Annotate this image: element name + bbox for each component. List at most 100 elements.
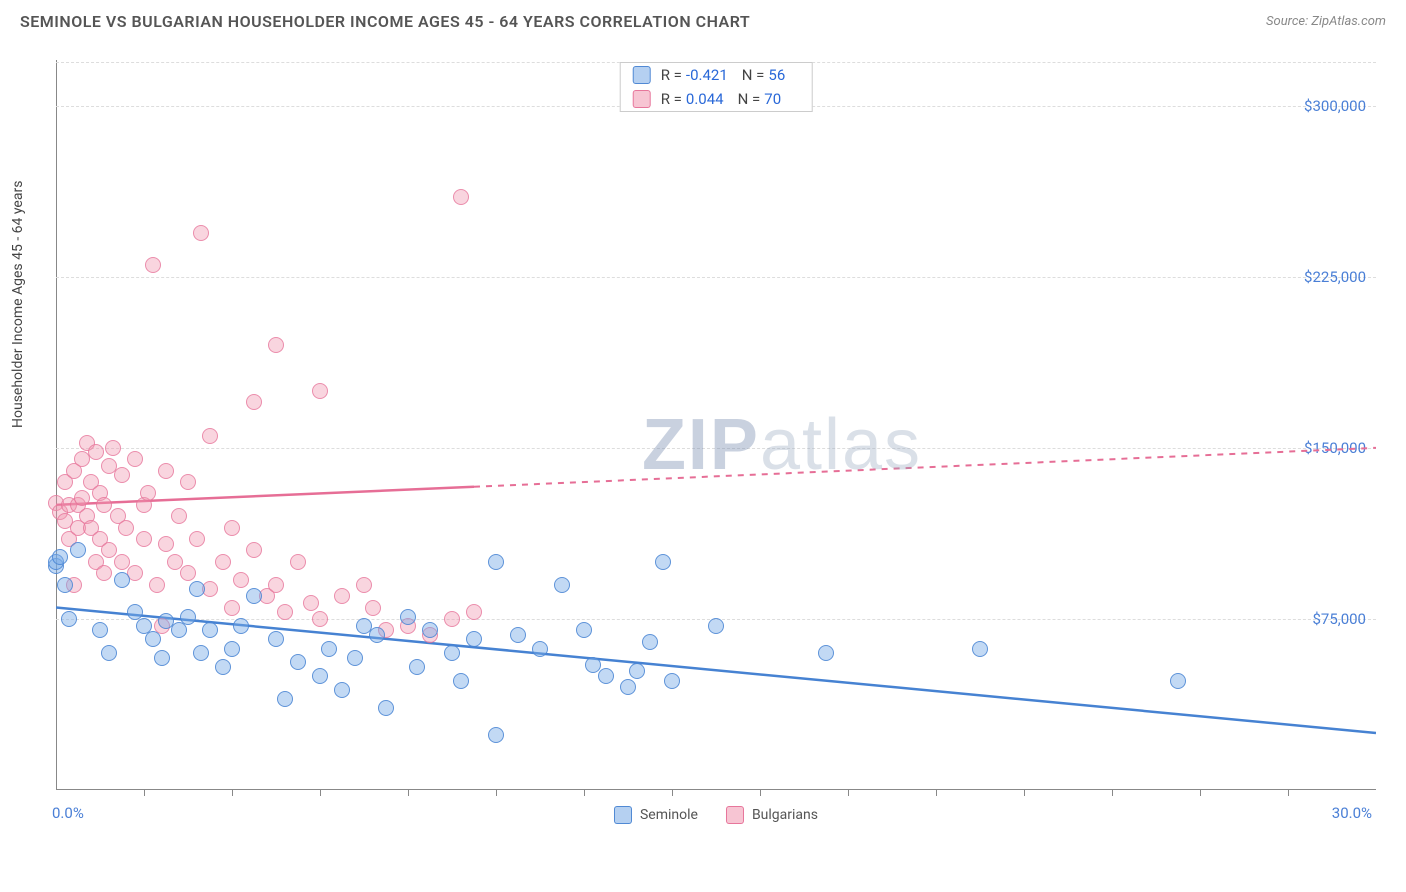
x-tick — [496, 790, 497, 796]
data-point-seminole — [224, 641, 240, 657]
data-point-bulgarians — [246, 394, 262, 410]
data-point-seminole — [488, 727, 504, 743]
data-point-bulgarians — [334, 588, 350, 604]
data-point-seminole — [629, 663, 645, 679]
x-tick — [672, 790, 673, 796]
data-point-seminole — [70, 542, 86, 558]
data-point-bulgarians — [193, 225, 209, 241]
chart-title: SEMINOLE VS BULGARIAN HOUSEHOLDER INCOME… — [20, 12, 750, 31]
data-point-seminole — [1170, 673, 1186, 689]
data-point-seminole — [369, 627, 385, 643]
y-axis-label: Householder Income Ages 45 - 64 years — [10, 181, 26, 428]
data-point-bulgarians — [158, 463, 174, 479]
data-point-seminole — [145, 631, 161, 647]
data-point-seminole — [708, 618, 724, 634]
data-point-seminole — [57, 577, 73, 593]
data-point-bulgarians — [202, 428, 218, 444]
gridline — [56, 448, 1376, 449]
data-point-seminole — [312, 668, 328, 684]
swatch-pink-icon — [633, 90, 651, 108]
data-point-seminole — [532, 641, 548, 657]
data-point-bulgarians — [268, 577, 284, 593]
x-tick — [1200, 790, 1201, 796]
data-point-seminole — [642, 634, 658, 650]
x-max-label: 30.0% — [1332, 804, 1372, 822]
y-tick-label: $150,000 — [1304, 439, 1366, 457]
data-point-seminole — [378, 700, 394, 716]
data-point-bulgarians — [312, 611, 328, 627]
data-point-bulgarians — [215, 554, 231, 570]
data-point-bulgarians — [114, 554, 130, 570]
legend-row-bulgarians: R =0.044N =70 — [621, 87, 812, 111]
data-point-seminole — [101, 645, 117, 661]
data-point-seminole — [202, 622, 218, 638]
data-point-seminole — [620, 679, 636, 695]
y-tick-label: $75,000 — [1312, 610, 1366, 628]
source-label: Source: ZipAtlas.com — [1266, 14, 1386, 29]
data-point-seminole — [400, 609, 416, 625]
data-point-seminole — [233, 618, 249, 634]
series-legend: Seminole Bulgarians — [614, 806, 818, 824]
data-point-bulgarians — [171, 508, 187, 524]
x-min-label: 0.0% — [52, 804, 84, 822]
data-point-seminole — [409, 659, 425, 675]
data-point-seminole — [215, 659, 231, 675]
data-point-bulgarians — [466, 604, 482, 620]
data-point-seminole — [290, 654, 306, 670]
data-point-bulgarians — [140, 485, 156, 501]
data-point-bulgarians — [149, 577, 165, 593]
x-tick — [1024, 790, 1025, 796]
data-point-seminole — [554, 577, 570, 593]
data-point-seminole — [453, 673, 469, 689]
legend-row-seminole: R =-0.421N =56 — [621, 63, 812, 87]
data-point-bulgarians — [224, 520, 240, 536]
data-point-seminole — [598, 668, 614, 684]
data-point-seminole — [655, 554, 671, 570]
data-point-seminole — [488, 554, 504, 570]
x-tick — [1288, 790, 1289, 796]
data-point-seminole — [585, 657, 601, 673]
data-point-seminole — [52, 549, 68, 565]
data-point-bulgarians — [158, 536, 174, 552]
x-tick — [320, 790, 321, 796]
data-point-bulgarians — [356, 577, 372, 593]
data-point-bulgarians — [246, 542, 262, 558]
data-point-seminole — [92, 622, 108, 638]
data-point-seminole — [154, 650, 170, 666]
data-point-seminole — [334, 682, 350, 698]
data-point-bulgarians — [312, 383, 328, 399]
watermark: ZIPatlas — [642, 404, 922, 486]
data-point-seminole — [444, 645, 460, 661]
legend-item-bulgarians: Bulgarians — [726, 806, 818, 824]
swatch-pink-icon — [726, 806, 744, 824]
x-tick — [408, 790, 409, 796]
data-point-bulgarians — [303, 595, 319, 611]
data-point-seminole — [189, 581, 205, 597]
y-tick-label: $300,000 — [1304, 97, 1366, 115]
data-point-seminole — [277, 691, 293, 707]
data-point-bulgarians — [96, 565, 112, 581]
data-point-bulgarians — [268, 337, 284, 353]
x-tick — [584, 790, 585, 796]
data-point-seminole — [114, 572, 130, 588]
data-point-seminole — [321, 641, 337, 657]
data-point-seminole — [466, 631, 482, 647]
data-point-bulgarians — [101, 542, 117, 558]
data-point-seminole — [422, 622, 438, 638]
data-point-seminole — [171, 622, 187, 638]
gridline — [56, 277, 1376, 278]
y-axis-line — [56, 60, 57, 790]
data-point-seminole — [180, 609, 196, 625]
data-point-seminole — [61, 611, 77, 627]
data-point-seminole — [193, 645, 209, 661]
data-point-seminole — [818, 645, 834, 661]
data-point-bulgarians — [145, 257, 161, 273]
data-point-seminole — [972, 641, 988, 657]
x-tick — [936, 790, 937, 796]
data-point-bulgarians — [88, 444, 104, 460]
data-point-bulgarians — [114, 467, 130, 483]
data-point-bulgarians — [127, 451, 143, 467]
x-tick — [144, 790, 145, 796]
trend-lines — [56, 60, 1376, 830]
swatch-blue-icon — [614, 806, 632, 824]
